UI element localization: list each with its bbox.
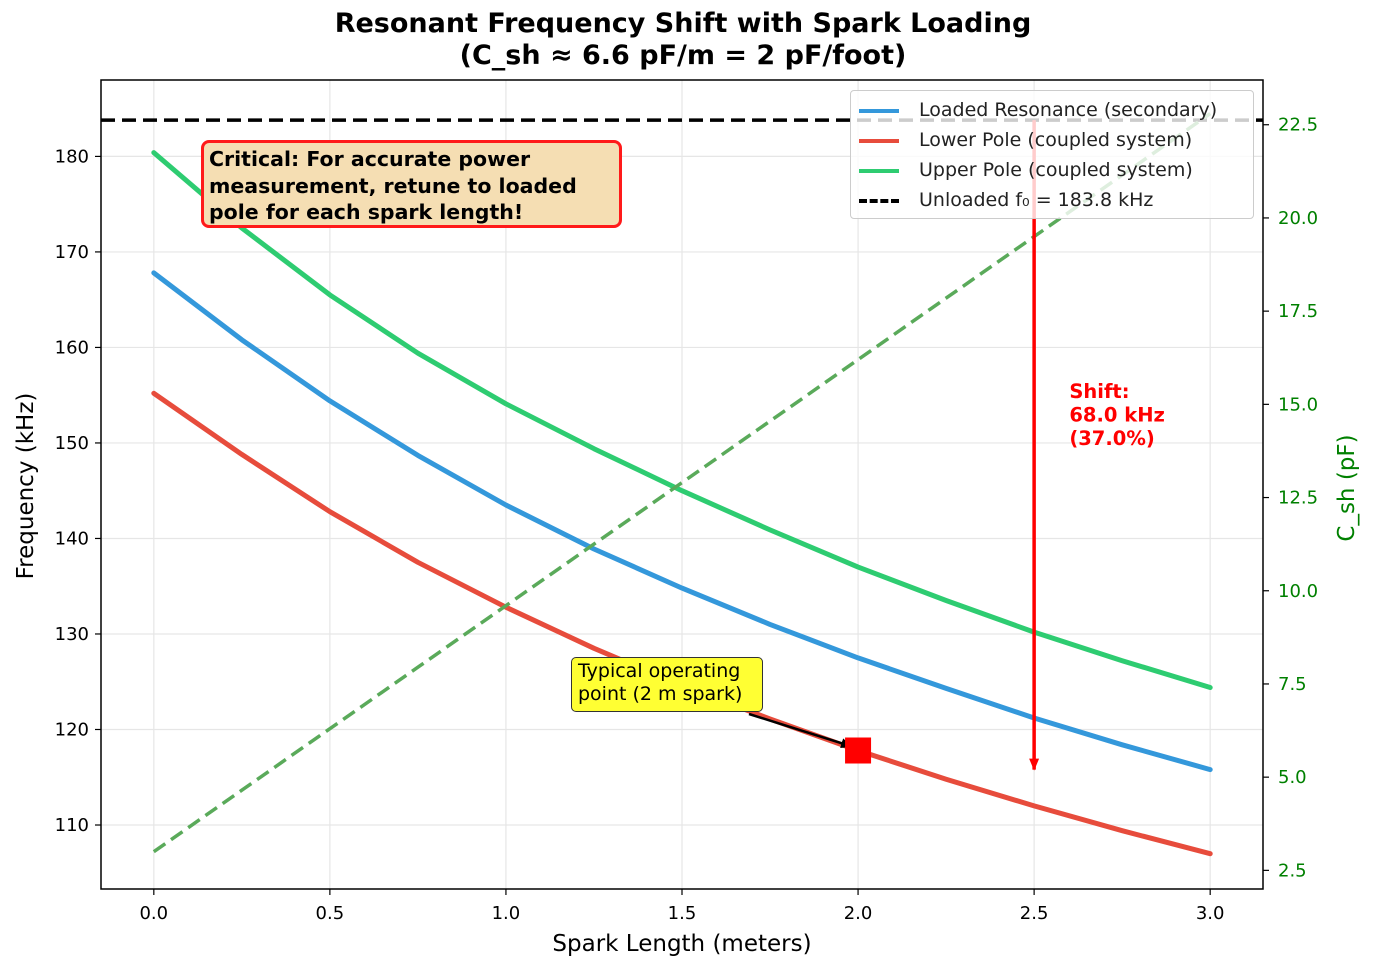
y-tick-label: 150 [55,433,89,454]
shift-label: Shift: [1069,380,1129,403]
y-tick-label: 160 [55,337,89,358]
operating-point-line: point (2 m spark) [578,683,743,705]
critical-note-line: measurement, retune to loaded [209,173,577,198]
legend-label: Upper Pole (coupled system) [919,159,1193,181]
y2-axis-label: C_sh (pF) [1334,434,1360,541]
y-tick-label: 130 [55,624,89,645]
x-tick-label: 1.5 [668,903,697,924]
title-line: Resonant Frequency Shift with Spark Load… [334,8,1032,39]
y2-tick-label: 17.5 [1278,301,1318,322]
critical-note-line: pole for each spark length! [209,200,524,224]
y2-tick-label: 5.0 [1278,767,1307,788]
operating-point-marker [845,737,872,764]
legend-swatch [859,109,899,113]
legend-swatch [859,139,899,143]
legend: Loaded Resonance (secondary) Lower Pole … [850,90,1254,219]
x-tick-label: 0.5 [316,903,345,924]
x-tick-label: 1.0 [492,903,521,924]
shift-label: (37.0%) [1069,427,1154,450]
operating-point-callout: Typical operating point (2 m spark) [571,657,763,712]
y2-tick-label: 7.5 [1278,674,1307,695]
y2-tick-label: 12.5 [1278,488,1318,509]
x-tick-label: 0.0 [139,903,168,924]
operating-point-line: Typical operating [578,660,741,682]
y-axis-label: Frequency (kHz) [13,393,39,580]
y2-tick-label: 15.0 [1278,394,1318,415]
x-tick-label: 3.0 [1196,903,1225,924]
y2-tick-label: 2.5 [1278,860,1307,881]
y2-tick-label: 10.0 [1278,581,1318,602]
operating-point-arrow [748,712,854,748]
chart-title: Resonant Frequency Shift with Spark Load… [0,8,1366,72]
shift-label: 68.0 kHz [1069,404,1165,427]
legend-label: Lower Pole (coupled system) [919,129,1193,151]
y-tick-label: 180 [55,146,89,167]
y2-tick-label: 20.0 [1278,208,1318,229]
y-tick-label: 110 [55,815,89,836]
legend-swatch [859,169,899,173]
x-tick-label: 2.0 [844,903,873,924]
legend-label: Loaded Resonance (secondary) [919,99,1218,121]
x-tick-label: 2.5 [1020,903,1049,924]
legend-label: Unloaded f₀ = 183.8 kHz [919,189,1154,211]
y-tick-label: 120 [55,719,89,740]
y-tick-label: 140 [55,528,89,549]
x-axis-label: Spark Length (meters) [552,931,811,957]
critical-note-line: Critical: For accurate power [209,147,531,171]
critical-note-box: Critical: For accurate power measurement… [201,140,622,228]
y-tick-label: 170 [55,242,89,263]
y2-tick-label: 22.5 [1278,115,1318,136]
subtitle-line: (C_sh ≈ 6.6 pF/m = 2 pF/foot) [459,40,907,71]
legend-swatch [859,199,899,203]
